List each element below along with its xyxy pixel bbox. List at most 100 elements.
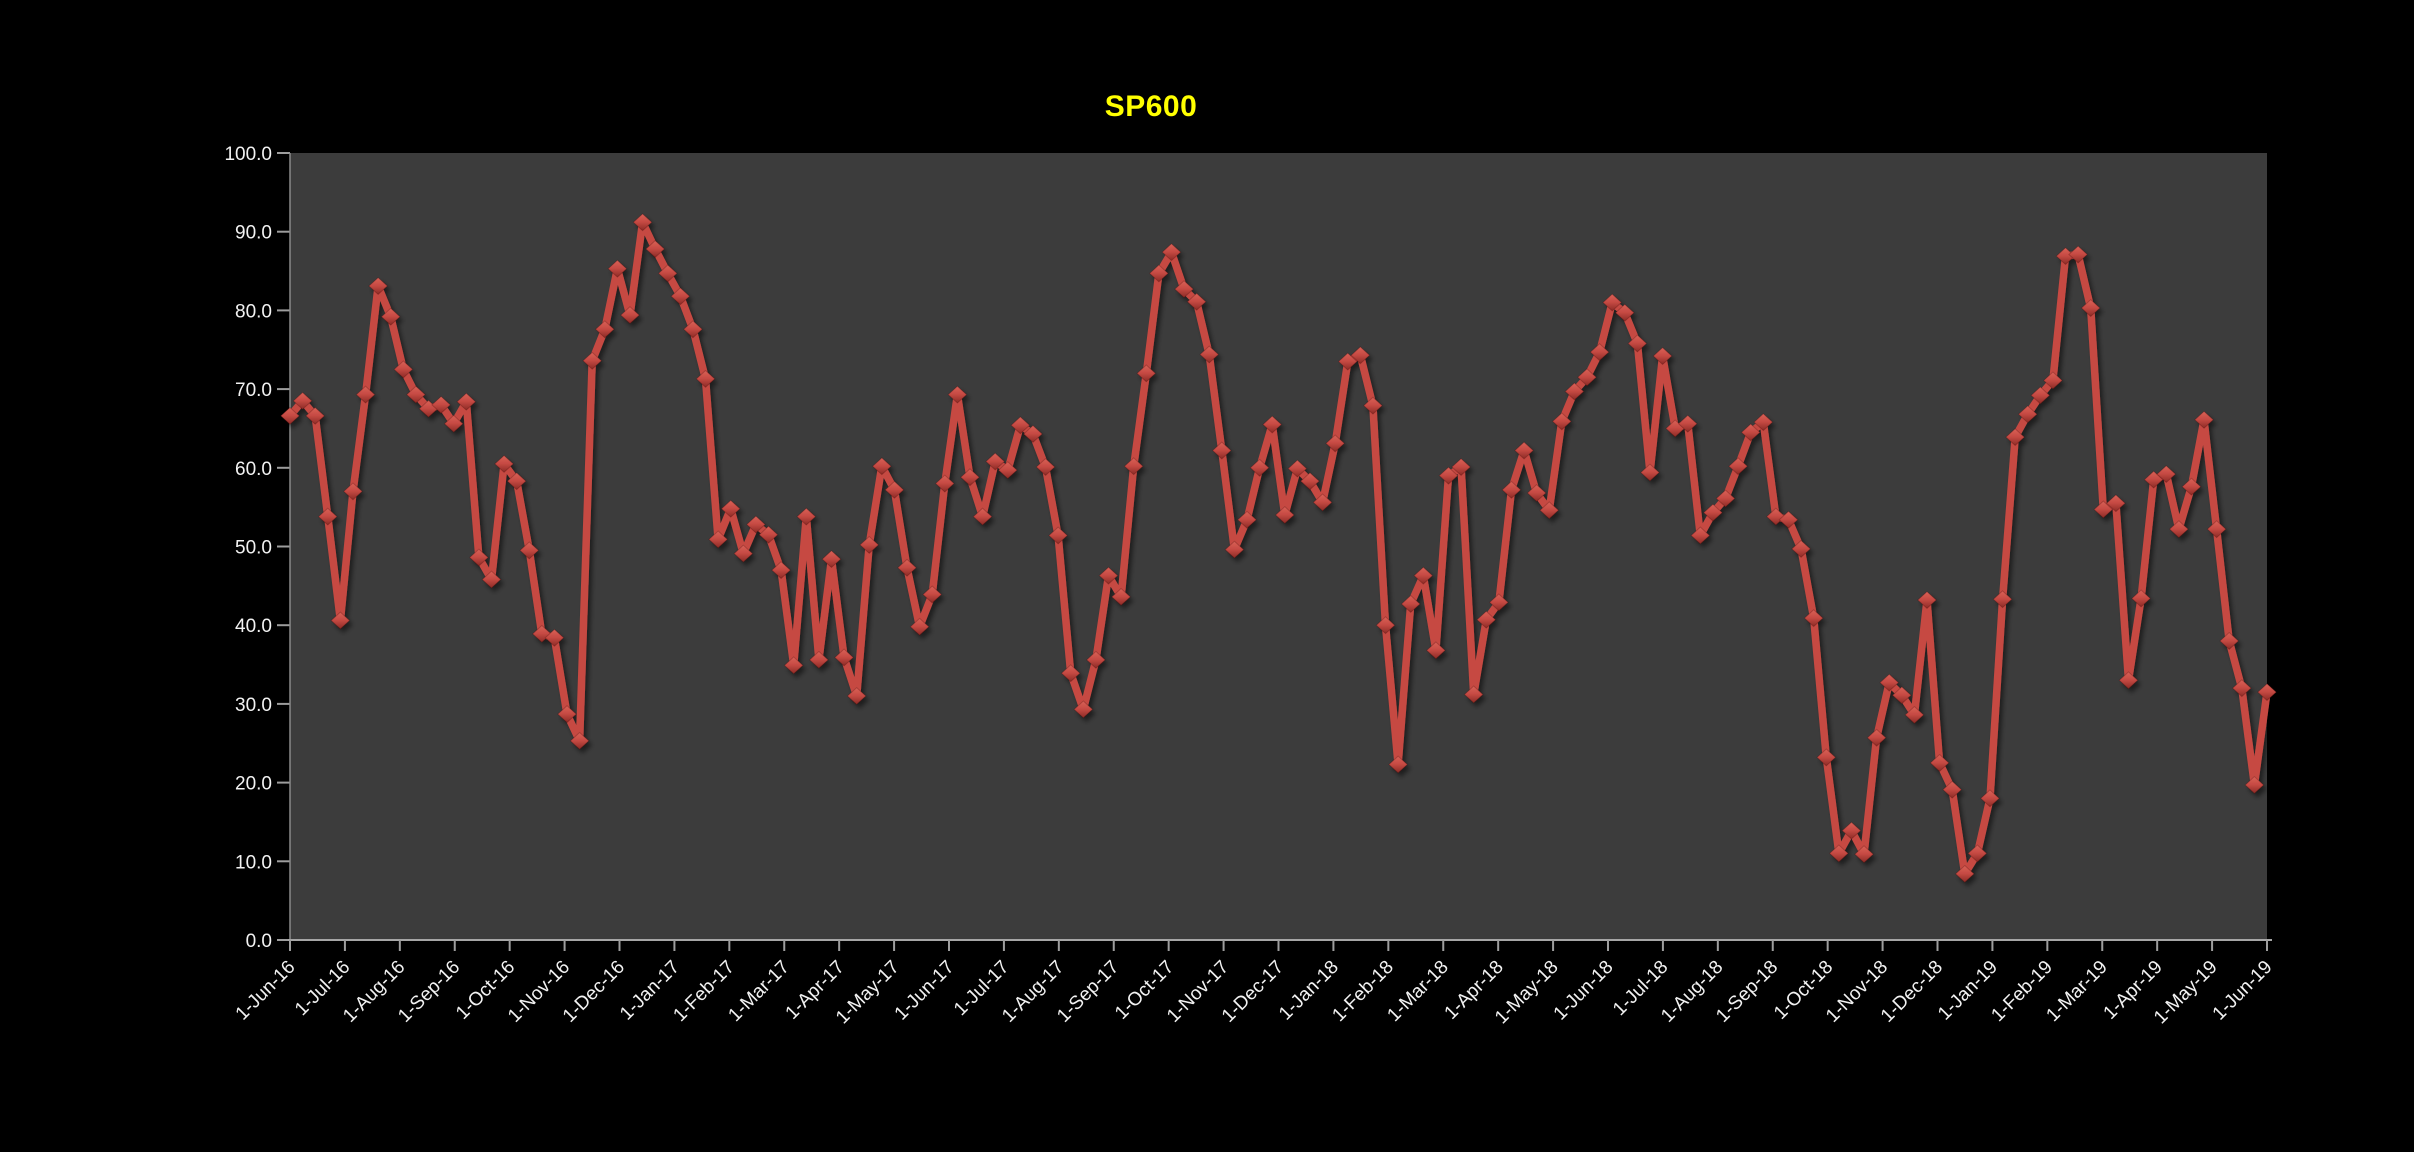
data-point bbox=[2231, 679, 2252, 698]
data-point bbox=[1841, 821, 1862, 840]
data-point bbox=[330, 611, 351, 630]
data-point bbox=[594, 320, 615, 339]
data-point bbox=[1274, 505, 1295, 525]
data-point bbox=[1010, 416, 1031, 435]
data-point bbox=[733, 544, 754, 563]
data-point bbox=[783, 656, 804, 675]
x-axis-label: 1-Jun-17 bbox=[891, 957, 959, 1025]
y-axis-label: 0.0 bbox=[246, 931, 272, 952]
data-point bbox=[884, 480, 905, 499]
data-point bbox=[808, 650, 829, 669]
data-point bbox=[1627, 334, 1648, 353]
data-point bbox=[960, 468, 980, 487]
data-point bbox=[2206, 520, 2227, 539]
data-point bbox=[758, 525, 779, 544]
data-point bbox=[1640, 463, 1660, 482]
y-axis-label: 40.0 bbox=[235, 616, 272, 637]
data-point bbox=[1148, 264, 1169, 283]
data-point bbox=[1614, 303, 1635, 322]
data-point bbox=[1388, 755, 1409, 774]
data-point bbox=[1577, 368, 1597, 387]
data-point bbox=[1602, 293, 1623, 312]
data-point bbox=[1753, 413, 1774, 432]
data-point bbox=[1954, 864, 1975, 883]
data-point bbox=[544, 628, 565, 647]
data-point bbox=[645, 239, 666, 259]
data-point bbox=[1199, 345, 1220, 364]
data-point bbox=[280, 406, 300, 425]
data-point bbox=[1262, 415, 1283, 434]
data-point bbox=[1589, 343, 1610, 362]
data-point bbox=[1854, 845, 1874, 864]
data-point bbox=[1438, 466, 1459, 485]
sp600-series-line bbox=[286, 218, 2271, 878]
data-point bbox=[1828, 844, 1849, 863]
data-point bbox=[632, 213, 653, 232]
data-point bbox=[1677, 414, 1698, 433]
data-point bbox=[2105, 494, 2126, 513]
chart-title: SP600 bbox=[1104, 90, 1198, 123]
data-point bbox=[1514, 441, 1534, 460]
x-axis-label: 1-Jun-16 bbox=[232, 957, 300, 1025]
data-point bbox=[1501, 480, 1522, 499]
data-point bbox=[708, 530, 729, 549]
y-axis-label: 60.0 bbox=[235, 459, 272, 480]
data-point bbox=[1161, 243, 1182, 262]
data-point bbox=[519, 541, 540, 560]
data-point bbox=[1325, 434, 1346, 453]
data-point bbox=[2118, 671, 2139, 690]
data-point bbox=[922, 585, 943, 604]
data-point bbox=[670, 287, 691, 306]
y-axis-label: 80.0 bbox=[235, 301, 272, 322]
data-point bbox=[1740, 423, 1761, 442]
data-point bbox=[305, 406, 326, 425]
data-point bbox=[2093, 500, 2114, 519]
data-point bbox=[393, 360, 414, 379]
data-point bbox=[1551, 412, 1572, 431]
data-point bbox=[1879, 673, 1900, 692]
data-point bbox=[355, 385, 376, 404]
data-point bbox=[1765, 507, 1786, 526]
data-point bbox=[1929, 753, 1950, 773]
data-point bbox=[1728, 457, 1749, 476]
y-axis-label: 100.0 bbox=[224, 144, 272, 165]
data-point bbox=[1967, 844, 1988, 863]
data-point bbox=[494, 454, 515, 473]
data-point bbox=[481, 570, 502, 589]
data-point bbox=[1362, 396, 1383, 415]
data-point bbox=[1942, 780, 1963, 799]
data-point bbox=[2080, 298, 2101, 318]
data-point bbox=[1904, 705, 1925, 724]
data-point bbox=[1476, 610, 1497, 629]
data-point bbox=[1211, 441, 1232, 460]
data-point bbox=[443, 414, 464, 433]
data-point bbox=[934, 474, 955, 493]
data-point bbox=[1073, 700, 1094, 719]
x-axis-label: 1-Mar-17 bbox=[724, 957, 793, 1026]
data-point bbox=[2194, 410, 2214, 429]
data-point bbox=[1337, 352, 1358, 371]
data-point bbox=[1375, 616, 1396, 635]
data-point bbox=[695, 369, 716, 388]
y-axis-label: 50.0 bbox=[235, 538, 272, 559]
data-point bbox=[1035, 457, 1056, 477]
sp600-series bbox=[280, 213, 2277, 883]
data-point bbox=[1451, 457, 1472, 477]
data-point bbox=[380, 307, 401, 326]
data-point bbox=[1791, 539, 1812, 558]
data-point bbox=[972, 507, 993, 526]
data-point bbox=[1023, 424, 1043, 444]
data-point bbox=[317, 507, 338, 526]
data-point bbox=[1526, 483, 1547, 503]
data-point bbox=[771, 561, 792, 580]
data-point bbox=[1778, 510, 1799, 529]
data-point bbox=[1174, 280, 1195, 299]
data-point bbox=[657, 264, 678, 283]
data-point bbox=[431, 395, 452, 414]
data-point bbox=[897, 558, 917, 577]
data-point bbox=[1917, 590, 1937, 610]
data-point bbox=[2131, 589, 2152, 608]
y-axis-label: 20.0 bbox=[235, 774, 272, 795]
y-axis-label: 30.0 bbox=[235, 695, 272, 716]
